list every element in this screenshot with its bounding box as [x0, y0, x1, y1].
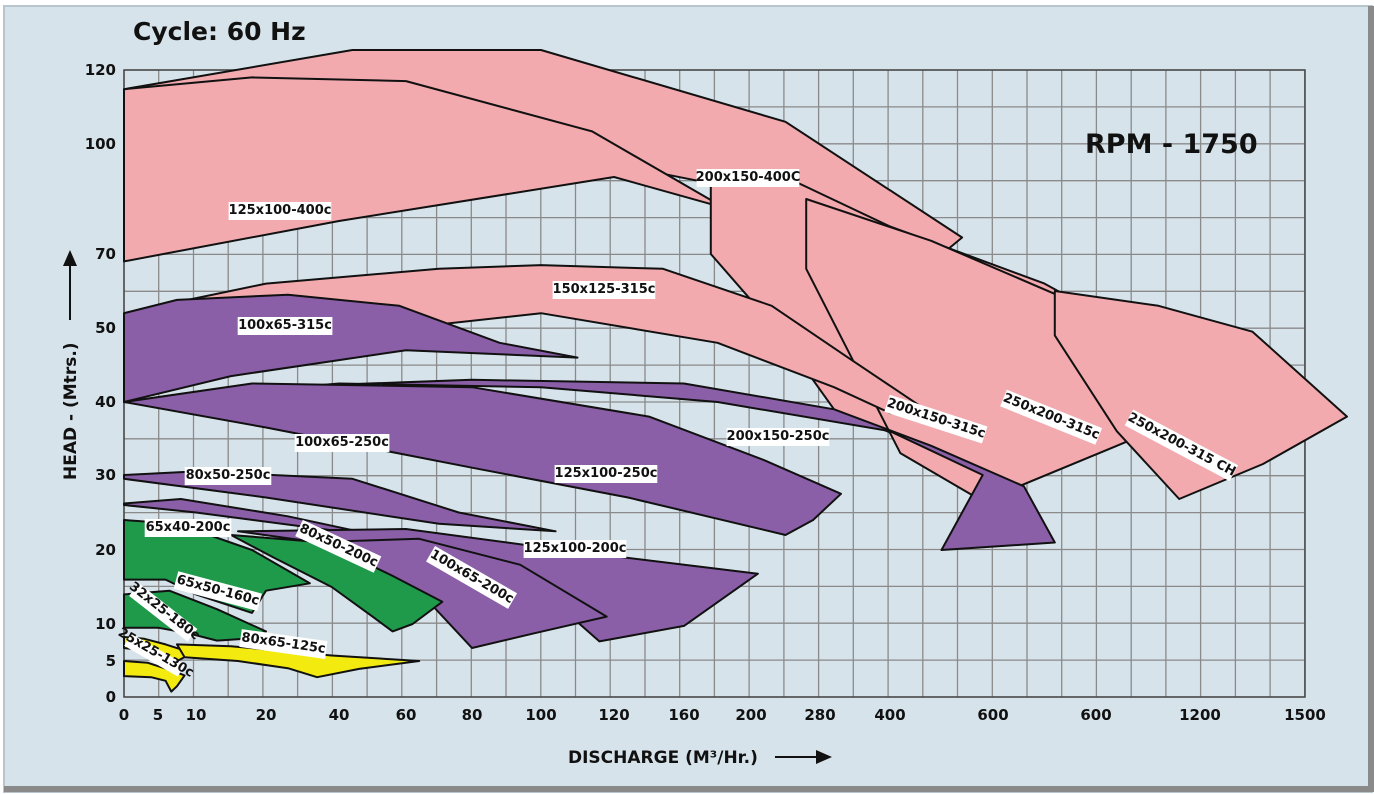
region-label-65x40-200c: 65x40-200c	[144, 519, 232, 537]
y-tick-labels: 0 5 10 20 30 40 50 70 100 120	[85, 61, 116, 706]
x-tick-label: 600	[977, 706, 1008, 724]
region-label-text: 100x65-250c	[295, 435, 389, 450]
region-label-bg	[184, 467, 272, 485]
x-axis-arrow-head	[816, 750, 832, 764]
region-label-bg	[129, 583, 198, 642]
region-label-100x65-315c: 100x65-315c	[237, 317, 333, 335]
region-label-text: 125x100-200c	[524, 541, 627, 556]
region-200x150-250c	[123, 378, 1056, 551]
region-label-bg	[237, 317, 333, 335]
x-tick-label: 1500	[1284, 706, 1326, 724]
region-label-150x125-315c: 150x125-315c	[552, 281, 656, 299]
frame-shadow-bottom	[4, 786, 1374, 792]
region-label-200x150-250c: 200x150-250c	[726, 428, 830, 446]
y-tick-label: 30	[95, 466, 116, 484]
chart-title: Cycle: 60 Hz	[133, 17, 306, 46]
region-label-text: 200x150-250c	[727, 429, 830, 444]
y-tick-label: 0	[106, 688, 116, 706]
region-125x100-250c	[123, 382, 842, 536]
region-label-bg	[144, 519, 232, 537]
region-label-text: 125x100-400c	[229, 203, 332, 218]
region-label-text: 80x50-250c	[186, 468, 271, 483]
region-label-text: 125x100-250c	[555, 466, 658, 481]
region-label-text: 100x65-315c	[238, 318, 332, 333]
y-tick-label: 5	[106, 652, 116, 670]
x-tick-label: 80	[462, 706, 483, 724]
region-label-200x150-400c: 200x150-400C	[696, 169, 801, 187]
region-label-bg	[726, 428, 830, 446]
region-label-bg	[426, 545, 518, 609]
region-label-text: 150x125-315c	[553, 282, 656, 297]
region-label-bg	[295, 519, 382, 573]
x-tick-label: 200	[735, 706, 766, 724]
region-label-125x100-250c: 125x100-250c	[554, 465, 658, 483]
y-tick-label: 40	[95, 393, 116, 411]
x-tick-label: 600	[1080, 706, 1111, 724]
x-tick-label: 400	[874, 706, 905, 724]
x-tick-labels: 0 5 10 20 40 60 80 100 120 160 200 280 400 600 600 1200…	[119, 706, 1326, 724]
region-label-125x100-400c: 125x100-400c	[228, 202, 332, 220]
region-250x200-315-ch	[1053, 290, 1348, 500]
region-label-text: 65x40-200c	[146, 520, 231, 535]
region-label-bg	[523, 540, 627, 558]
y-tick-label: 100	[85, 135, 116, 153]
x-tick-label: 10	[186, 706, 207, 724]
pump-regions	[123, 49, 1348, 693]
x-tick-label: 160	[668, 706, 699, 724]
y-tick-label: 50	[95, 319, 116, 337]
x-axis-title-group: DISCHARGE (M³/Hr.)	[568, 748, 832, 768]
region-label-bg	[552, 281, 656, 299]
y-tick-label: 120	[85, 61, 116, 79]
y-tick-label: 20	[95, 541, 116, 559]
x-axis-title: DISCHARGE (M³/Hr.)	[568, 748, 758, 768]
region-label-bg	[884, 394, 988, 444]
x-tick-label: 100	[525, 706, 556, 724]
x-tick-label: 40	[329, 706, 350, 724]
x-tick-label: 1200	[1179, 706, 1221, 724]
region-label-125x100-200c: 125x100-200c	[523, 540, 627, 558]
region-label-bg	[173, 571, 262, 612]
region-label-bg	[1000, 389, 1103, 445]
x-tick-label: 5	[153, 706, 163, 724]
y-tick-label: 10	[95, 615, 116, 633]
y-tick-label: 70	[95, 245, 116, 263]
x-tick-label: 60	[396, 706, 417, 724]
x-tick-label: 20	[256, 706, 277, 724]
y-axis-title-group: HEAD - (Mtrs.)	[61, 250, 81, 480]
region-label-bg	[124, 633, 185, 677]
region-label-bg	[554, 465, 658, 483]
x-tick-label: 280	[804, 706, 835, 724]
region-label-bg	[696, 169, 800, 187]
region-label-bg	[239, 629, 328, 659]
region-label-bg	[1124, 409, 1239, 482]
rpm-annotation: RPM - 1750	[1085, 129, 1258, 160]
region-label-80x50-250c: 80x50-250c	[184, 467, 272, 485]
y-axis-arrow-head	[63, 250, 77, 266]
region-label-bg	[294, 434, 390, 452]
y-axis-title: HEAD - (Mtrs.)	[61, 342, 81, 480]
region-label-100x65-250c: 100x65-250c	[294, 434, 390, 452]
x-tick-label: 0	[119, 706, 129, 724]
region-25x25-130c	[123, 660, 186, 693]
x-tick-label: 120	[598, 706, 629, 724]
frame-shadow-right	[1368, 6, 1374, 792]
region-100x65-315c	[123, 293, 579, 403]
region-label-bg	[228, 202, 332, 220]
region-label-text: 200x150-400C	[696, 170, 801, 185]
